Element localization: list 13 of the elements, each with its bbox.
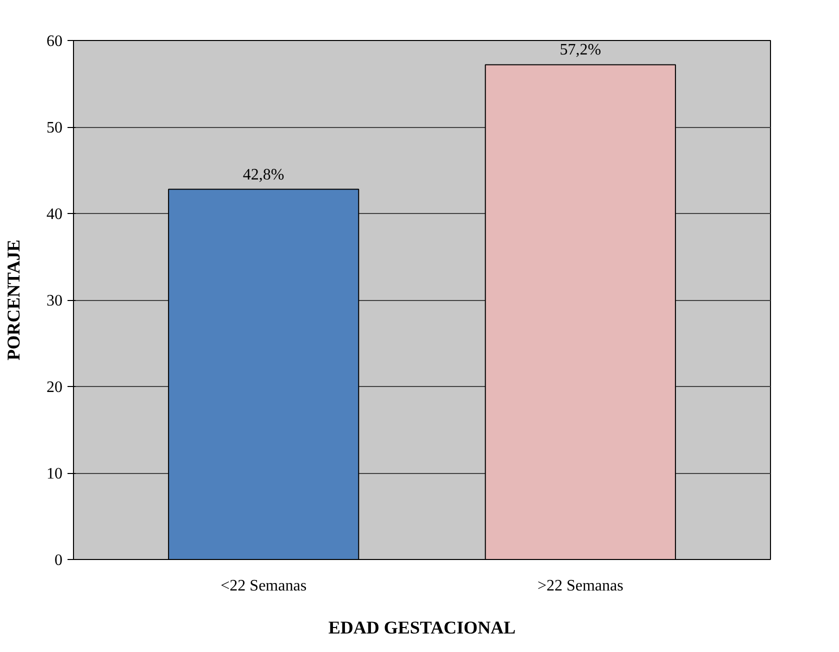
y-tick-label: 40 (46, 206, 62, 223)
data-label: 57,2% (560, 42, 602, 59)
x-tick-label: <22 Semanas (220, 578, 307, 594)
data-label: 42,8% (242, 166, 284, 184)
y-tick-label: 60 (46, 33, 62, 50)
x-axis-title: EDAD GESTACIONAL (328, 618, 516, 638)
y-tick-label: 50 (46, 120, 62, 136)
y-tick-label: 10 (46, 466, 62, 482)
y-tick-label: 0 (54, 552, 62, 569)
y-tick-label: 30 (46, 292, 62, 310)
x-tick-label: >22 Semanas (537, 578, 624, 594)
y-axis-title: PORCENTAJE (4, 240, 24, 360)
y-tick-label: 20 (46, 379, 62, 396)
